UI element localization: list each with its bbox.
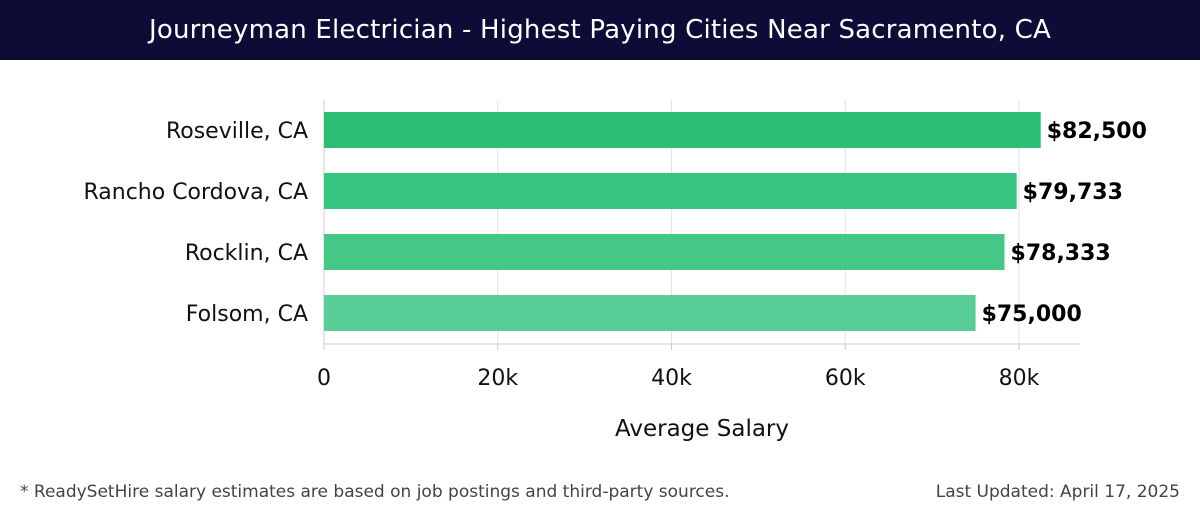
bar bbox=[324, 234, 1005, 270]
x-axis-title: Average Salary bbox=[615, 416, 789, 442]
category-label: Roseville, CA bbox=[166, 119, 308, 144]
x-tick-label: 0 bbox=[317, 366, 331, 391]
x-tick-label: 20k bbox=[477, 366, 518, 391]
bar bbox=[324, 173, 1017, 209]
category-label: Rocklin, CA bbox=[185, 241, 308, 266]
x-tick-label: 40k bbox=[651, 366, 692, 391]
data-label: $82,500 bbox=[1047, 119, 1147, 144]
bar bbox=[324, 295, 976, 331]
data-label: $79,733 bbox=[1023, 180, 1123, 205]
data-label: $75,000 bbox=[982, 302, 1082, 327]
last-updated: Last Updated: April 17, 2025 bbox=[935, 482, 1180, 502]
footer-note: * ReadySetHire salary estimates are base… bbox=[20, 482, 730, 502]
x-tick-label: 80k bbox=[999, 366, 1040, 391]
category-label: Rancho Cordova, CA bbox=[83, 180, 308, 205]
chart-title: Journeyman Electrician - Highest Paying … bbox=[0, 0, 1200, 60]
bar bbox=[324, 112, 1041, 148]
x-tick-label: 60k bbox=[825, 366, 866, 391]
bar-chart: 0 20k 40k 60k 80k Roseville, CA $82,500 Rancho … bbox=[83, 100, 1147, 442]
data-label: $78,333 bbox=[1011, 241, 1111, 266]
labels: 0 20k 40k 60k 80k Roseville, CA $82,500 Rancho … bbox=[83, 119, 1146, 442]
bars bbox=[324, 112, 1041, 331]
category-label: Folsom, CA bbox=[186, 302, 308, 327]
